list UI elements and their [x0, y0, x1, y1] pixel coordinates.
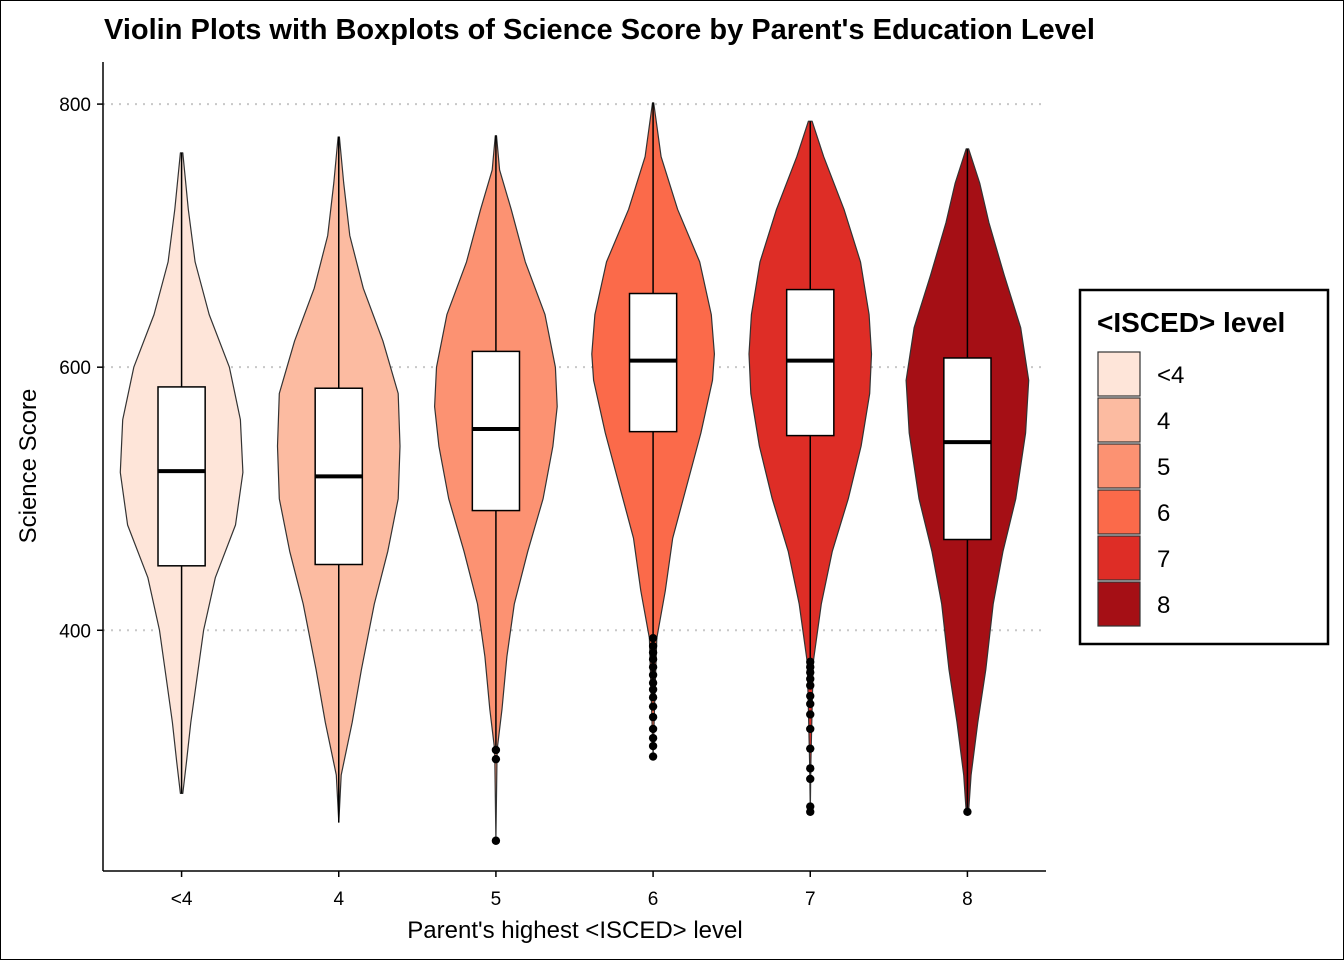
- outlier-point: [648, 678, 658, 688]
- outlier-point: [806, 774, 815, 784]
- outlier-point: [648, 641, 658, 651]
- chart-title: Violin Plots with Boxplots of Science Sc…: [104, 14, 1095, 46]
- legend-swatch: [1097, 489, 1141, 535]
- legend-label: <4: [1157, 362, 1184, 389]
- outlier-point: [963, 807, 972, 817]
- legend-swatch: [1097, 443, 1141, 489]
- outlier-point: [648, 724, 658, 734]
- outlier-point: [648, 733, 658, 743]
- legend-swatch: [1097, 351, 1141, 397]
- x-axis-title: Parent's highest <ISCED> level: [407, 917, 742, 944]
- outlier-point: [648, 662, 658, 672]
- outlier-point: [806, 724, 815, 734]
- outlier-point: [491, 836, 501, 845]
- legend-title: <ISCED> level: [1097, 307, 1285, 338]
- y-axis-title: Science Score: [15, 389, 42, 544]
- legend-label: 5: [1157, 454, 1170, 481]
- legend-label: 7: [1157, 546, 1170, 573]
- outlier-point: [806, 674, 815, 684]
- legend-swatch: [1097, 397, 1141, 443]
- outlier-point: [648, 702, 658, 711]
- outlier-point: [806, 668, 815, 677]
- axes: [102, 62, 1046, 872]
- outlier-point: [648, 648, 658, 657]
- legend: <ISCED> level <4 4 5 6 7 8: [1078, 288, 1330, 646]
- outlier-point: [648, 693, 658, 702]
- legend-items: <4 4 5 6 7 8: [1097, 351, 1184, 627]
- outlier-point: [806, 691, 815, 701]
- y-tick-label: 600: [59, 358, 91, 379]
- y-tick-label: 400: [59, 621, 91, 642]
- outlier-point: [648, 670, 658, 680]
- x-tick-label: 7: [805, 889, 816, 910]
- outlier-point: [648, 741, 658, 751]
- x-tick-label: 8: [962, 889, 973, 910]
- grid-lines: [103, 103, 1046, 632]
- ticks: 400 600 800 <4 4 5 6 7 8: [59, 95, 972, 910]
- outlier-point: [648, 685, 658, 694]
- legend-label: 4: [1157, 408, 1170, 435]
- outlier-point: [648, 655, 658, 664]
- x-tick-label: <4: [171, 889, 193, 910]
- outlier-point: [648, 752, 658, 761]
- legend-swatch: [1097, 581, 1141, 627]
- outlier-point: [806, 699, 815, 709]
- x-tick-label: 4: [333, 889, 344, 910]
- legend-swatch: [1097, 535, 1141, 581]
- outlier-point: [648, 712, 658, 722]
- y-tick-label: 800: [59, 95, 91, 116]
- outlier-point: [806, 764, 815, 773]
- outlier-point: [806, 681, 815, 690]
- outlier-point: [648, 633, 658, 643]
- legend-label: 8: [1157, 592, 1170, 619]
- outlier-point: [491, 745, 501, 755]
- outlier-point: [491, 754, 501, 764]
- outlier-point: [806, 807, 815, 817]
- outlier-point: [806, 710, 815, 719]
- violins: [119, 102, 1030, 845]
- x-tick-label: 6: [648, 889, 659, 910]
- legend-label: 6: [1157, 500, 1170, 527]
- box: [943, 357, 992, 541]
- x-tick-label: 5: [491, 889, 502, 910]
- outlier-point: [806, 744, 815, 753]
- box: [157, 386, 206, 567]
